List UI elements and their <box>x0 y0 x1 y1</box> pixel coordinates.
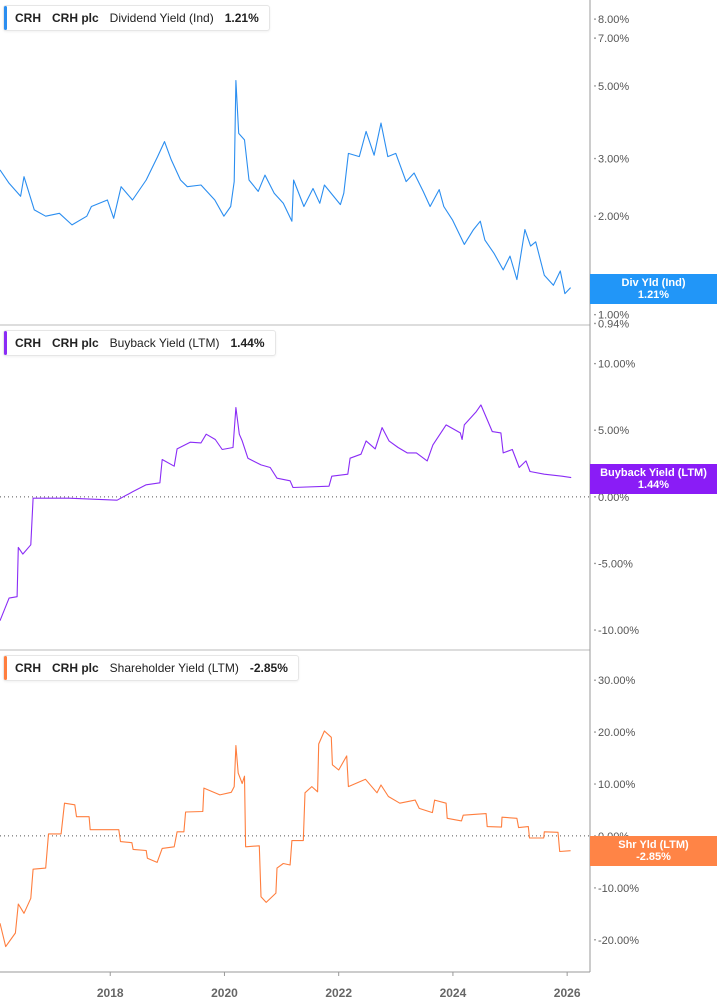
y-tick-mark <box>594 37 596 39</box>
legend-ticker: CRH <box>15 661 41 675</box>
y-tick-label: 5.00% <box>598 425 629 437</box>
x-tick-label: 2026 <box>554 986 581 1000</box>
legend-color-bar <box>4 331 7 355</box>
flag-label: Shr Yld (LTM) <box>618 839 689 851</box>
y-tick-label: 8.00% <box>598 14 629 26</box>
legend-company: CRH plc <box>52 11 99 25</box>
flag-label: Buyback Yield (LTM) <box>600 467 707 479</box>
x-tick-label: 2018 <box>97 986 124 1000</box>
y-tick-label: 1.00% <box>598 310 629 322</box>
y-tick-mark <box>594 783 596 785</box>
x-tick-label: 2024 <box>440 986 467 1000</box>
y-tick-label: -20.00% <box>598 935 639 947</box>
legend-metric: Shareholder Yield (LTM) <box>109 661 239 675</box>
y-tick-label: 2.00% <box>598 211 629 223</box>
y-tick-label: -10.00% <box>598 883 639 895</box>
y-tick-mark <box>594 496 596 498</box>
y-tick-label: 0.00% <box>598 492 629 504</box>
y-tick-label: 30.00% <box>598 675 636 687</box>
flag-value: 1.44% <box>637 479 670 491</box>
legend-shareholder-yield: CRH CRH plc Shareholder Yield (LTM) -2.8… <box>3 655 299 681</box>
y-tick-label: 10.00% <box>598 359 636 371</box>
y-tick-label: 5.00% <box>598 81 629 93</box>
y-tick-label: 20.00% <box>598 727 636 739</box>
legend-color-bar <box>4 656 7 680</box>
y-tick-mark <box>594 887 596 889</box>
legend-color-bar <box>4 6 7 30</box>
legend-metric: Dividend Yield (Ind) <box>109 11 214 25</box>
legend-metric: Buyback Yield (LTM) <box>109 336 220 350</box>
series-line-shareholder-yield-ltm- <box>0 730 571 948</box>
flag-value: 1.21% <box>637 289 670 301</box>
y-tick-mark <box>594 313 596 316</box>
series-line-buyback-yield-ltm- <box>0 404 572 621</box>
y-tick-label: 10.00% <box>598 779 636 791</box>
y-tick-mark <box>594 322 596 325</box>
y-tick-mark <box>594 629 596 631</box>
y-tick-label: 7.00% <box>598 33 629 45</box>
value-flag-buyback-yield: Buyback Yield (LTM) 1.44% <box>590 464 717 494</box>
series-line-dividend-yield-ind- <box>0 80 571 295</box>
legend-company: CRH plc <box>52 661 99 675</box>
y-tick-mark <box>594 429 596 432</box>
legend-ticker: CRH <box>15 336 41 350</box>
legend-company: CRH plc <box>52 336 99 350</box>
y-tick-mark <box>594 362 596 365</box>
value-flag-dividend-yield: Div Yld (Ind) 1.21% <box>590 274 717 304</box>
y-tick-label: -10.00% <box>598 625 639 637</box>
legend-dividend-yield: CRH CRH plc Dividend Yield (Ind) 1.21% <box>3 5 270 31</box>
y-tick-mark <box>594 679 596 681</box>
legend-value: 1.21% <box>224 11 259 25</box>
value-flag-shareholder-yield: Shr Yld (LTM) -2.85% <box>590 836 717 866</box>
y-tick-mark <box>594 939 596 941</box>
y-tick-label: -5.00% <box>598 558 633 570</box>
y-tick-mark <box>594 215 596 217</box>
legend-buyback-yield: CRH CRH plc Buyback Yield (LTM) 1.44% <box>3 330 276 356</box>
legend-value: 1.44% <box>230 336 265 350</box>
y-tick-mark <box>594 157 596 160</box>
legend-value: -2.85% <box>249 661 288 675</box>
y-tick-label: 3.00% <box>598 154 629 166</box>
x-tick-label: 2022 <box>325 986 352 1000</box>
y-tick-mark <box>594 562 596 565</box>
y-tick-mark <box>594 731 596 733</box>
y-tick-label: 0.94% <box>598 318 629 330</box>
x-tick-label: 2020 <box>211 986 238 1000</box>
y-tick-mark <box>594 18 596 20</box>
legend-ticker: CRH <box>15 11 41 25</box>
flag-value: -2.85% <box>636 851 671 863</box>
y-tick-mark <box>594 85 596 87</box>
flag-label: Div Yld (Ind) <box>621 277 686 289</box>
